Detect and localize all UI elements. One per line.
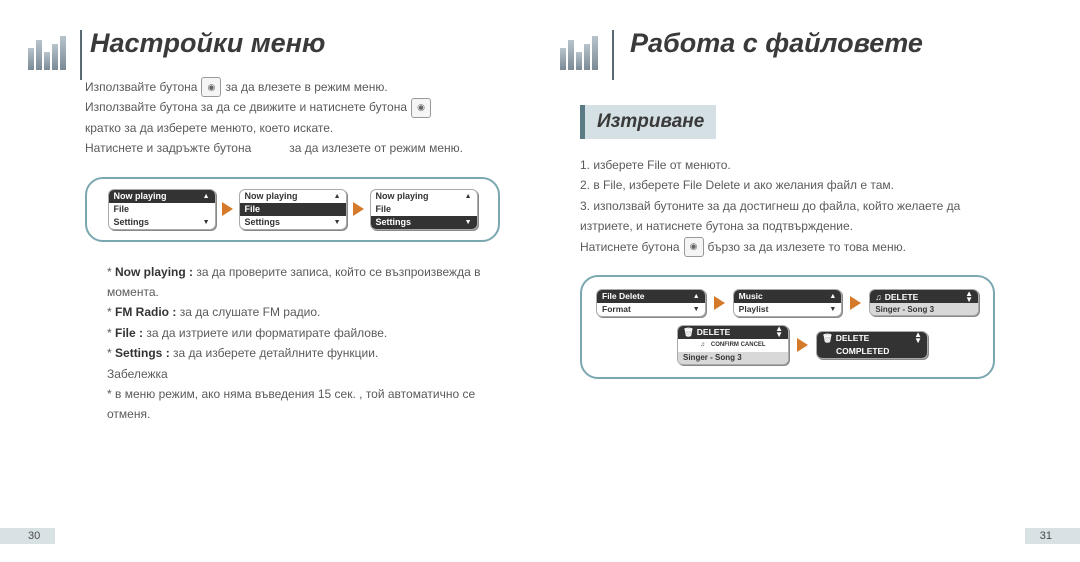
desc-label: File : [115,326,143,340]
lcd-item: Music [739,291,763,301]
step-text: Натиснете бутона [580,237,680,257]
lcd-item: Format [602,304,631,314]
page-number: 30 [0,528,55,544]
page-title: Работа с файловете [630,28,995,59]
step-text: 2. в File, изберете File Delete и ако же… [580,175,995,195]
trash-icon: 🗑 [822,333,833,344]
lcd-item: File Delete [602,291,645,301]
lcd-item: Now playing [114,191,167,201]
lcd-item: DELETE [836,333,870,343]
updown-icon: ▲▼ [965,291,973,304]
lcd-item: Now playing [245,191,298,201]
trash-icon: 🗑 [683,327,694,338]
lcd-item: DELETE [885,292,919,302]
updown-icon: ▲▼ [775,326,783,339]
menu-button-icon: ◉ [201,77,221,97]
lcd-screen-1: Now playing ▲ File Settings ▼ [108,189,216,230]
lcd-screen-2: Now playing ▲ File Settings ▼ [239,189,347,230]
exit-button-icon: ◉ [684,237,704,257]
instr-text: Използвайте бутона за да се движите и на… [85,97,407,117]
lcd-item: COMPLETED [836,346,889,356]
down-arrow-icon: ▼ [334,219,341,226]
lcd-music-menu: Music ▲ Playlist ▼ [733,289,843,317]
up-arrow-icon: ▲ [693,293,700,300]
desc-label: FM Radio : [115,305,176,319]
instr-text: за да излезете от режим меню. [289,138,463,158]
lcd-delete-confirm: 🗑DELETE ▲▼ ♫ CONFIRM CANCEL Singer - Song … [677,325,789,365]
menu-descriptions: * Now playing : за да проверите записа, … [107,262,500,425]
lcd-item: Settings [376,217,412,227]
arrow-right-icon [353,202,364,216]
nav-button-icon: ◉ [411,98,431,118]
lcd-item: Now playing [376,191,429,201]
lcd-item: File [245,204,261,214]
music-icon: ♫ [700,342,705,348]
lcd-footer: Singer - Song 3 [870,303,978,315]
step-text: бързо за да излезете то това меню. [708,237,906,257]
desc-text: за да слушате FM радио. [180,305,321,319]
page-left: Настройки меню Използвайте бутона ◉ за д… [0,0,540,562]
lcd-delete-song: ♫ DELETE ▲▼ Singer - Song 3 [869,289,979,316]
note-label: Забележка [107,364,500,384]
page-right: Работа с файловете Изтриване 1. изберете… [540,0,1080,562]
lcd-item: File [376,204,392,214]
lcd-item: Settings [114,217,150,227]
section-title: Изтриване [597,111,704,133]
up-arrow-icon: ▲ [334,193,341,200]
desc-text: за да изберете детайлните функции. [173,346,378,360]
music-icon: ♫ [875,292,881,302]
instr-text: Използвайте бутона [85,77,197,97]
menu-screens-panel: Now playing ▲ File Settings ▼ Now playing ▲… [85,177,500,242]
up-arrow-icon: ▲ [465,193,472,200]
up-arrow-icon: ▲ [203,193,210,200]
arrow-right-icon [222,202,233,216]
instructions: Използвайте бутона ◉ за да влезете в реж… [85,77,500,159]
arrow-right-icon [714,296,725,310]
arrow-right-icon [797,338,808,352]
section-header: Изтриване [580,105,716,139]
lcd-item: Playlist [739,304,769,314]
lcd-delete-done: 🗑DELETE ▲▼ COMPLETED [816,331,928,359]
step-text: 3. използвай бутоните за да достигнеш до… [580,196,995,237]
delete-screens-panel: File Delete ▲ Format ▼ Music ▲ Playlist ▼ ♫ D… [580,275,995,379]
step-text: 1. изберете File от менюто. [580,155,995,175]
note-text: * в меню режим, ако няма въведения 15 се… [107,384,500,425]
instr-text: за да влезете в режим меню. [225,77,387,97]
lcd-file-menu: File Delete ▲ Format ▼ [596,289,706,317]
up-arrow-icon: ▲ [829,293,836,300]
lcd-item: DELETE [697,327,731,337]
desc-text: за да изтриете или форматирате файлове. [146,326,387,340]
page-title: Настройки меню [90,28,500,59]
lcd-options: CONFIRM CANCEL [711,342,766,348]
down-arrow-icon: ▼ [465,219,472,226]
down-arrow-icon: ▼ [693,306,700,313]
lcd-footer: Singer - Song 3 [678,352,788,364]
desc-label: Now playing : [115,265,193,279]
updown-icon: ▲▼ [914,332,922,345]
page-number: 31 [1025,528,1080,544]
lcd-item: File [114,204,130,214]
desc-label: Settings : [115,346,170,360]
instr-text: Натиснете и задръжте бутона [85,138,251,158]
lcd-screen-3: Now playing ▲ File Settings ▼ [370,189,478,230]
down-arrow-icon: ▼ [203,219,210,226]
lcd-item: Settings [245,217,281,227]
delete-steps: 1. изберете File от менюто. 2. в File, и… [580,155,995,257]
instr-text: кратко за да изберете менюто, което иска… [85,118,500,138]
down-arrow-icon: ▼ [829,306,836,313]
arrow-right-icon [850,296,861,310]
